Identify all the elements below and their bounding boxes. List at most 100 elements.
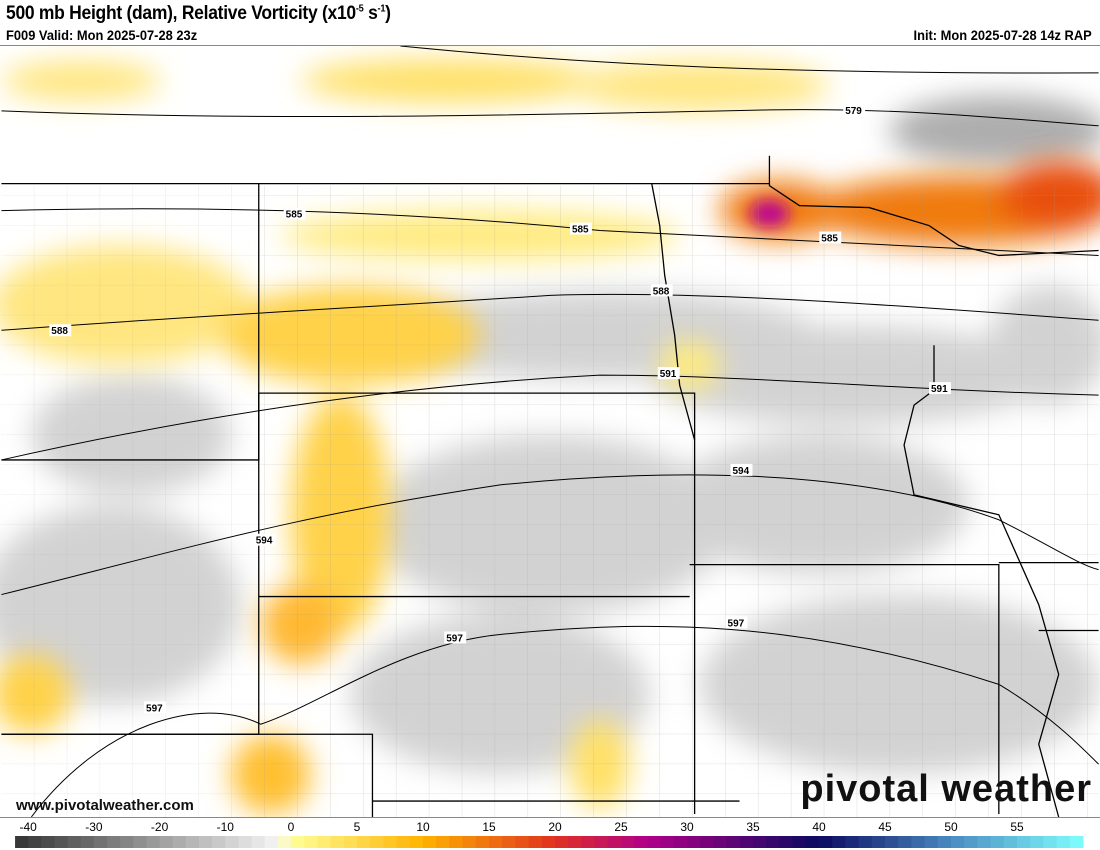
- colorbar-cell: [726, 836, 741, 848]
- contour-label-591: 591: [931, 384, 948, 395]
- colorbar-tick-label: 55: [1010, 820, 1024, 834]
- colorbar-cell: [423, 836, 437, 848]
- contour-label-579: 579: [845, 106, 862, 117]
- contour-label-594: 594: [256, 536, 273, 547]
- county-grid-west: [1, 185, 261, 817]
- colorbar-cell: [475, 836, 490, 848]
- colorbar-cell: [621, 836, 635, 848]
- colorbar-cell: [159, 836, 174, 848]
- colorbar-cell: [924, 836, 939, 848]
- colorbar-tick-label: 10: [416, 820, 430, 834]
- colorbar-cell: [225, 836, 239, 848]
- colorbar-cells: [15, 836, 1084, 848]
- contour-label-591: 591: [660, 369, 677, 380]
- contour-label-597: 597: [446, 633, 463, 644]
- colorbar-cell: [238, 836, 253, 848]
- colorbar-cell: [898, 836, 912, 848]
- colorbar-cell: [436, 836, 450, 848]
- title-exponent: -5: [355, 3, 364, 15]
- colorbar-cell: [739, 836, 754, 848]
- weather-map: 579 585 585 585 588 588 591 591 594 594 …: [0, 45, 1100, 818]
- colorbar-cell: [264, 836, 279, 848]
- colorbar-cell: [1003, 836, 1018, 848]
- title-close: ): [385, 3, 391, 24]
- colorbar-cell: [858, 836, 873, 848]
- county-grid: [260, 185, 1099, 817]
- contour-label-594: 594: [733, 466, 750, 477]
- colorbar-cell: [172, 836, 187, 848]
- height-contours: [1, 46, 1099, 817]
- colorbar-cell: [343, 836, 358, 848]
- colorbar-cell: [1069, 836, 1084, 848]
- colorbar-cell: [687, 836, 701, 848]
- colorbar-tick-label: -10: [217, 820, 235, 834]
- colorbar-cell: [396, 836, 411, 848]
- init-time: Init: Mon 2025-07-28 14z RAP: [913, 27, 1092, 43]
- colorbar-cell: [634, 836, 648, 848]
- colorbar-cell: [277, 836, 292, 848]
- colorbar-tick-label: 15: [482, 820, 496, 834]
- colorbar-cell: [1056, 836, 1071, 848]
- colorbar-cell: [489, 836, 503, 848]
- colorbar-tick-label: 20: [548, 820, 562, 834]
- colorbar-cell: [317, 836, 332, 848]
- colorbar-cell: [568, 836, 582, 848]
- colorbar-cell: [541, 836, 556, 848]
- colorbar-cell: [185, 836, 200, 848]
- colorbar-cell: [766, 836, 780, 848]
- colorbar-cell: [871, 836, 886, 848]
- colorbar-cell: [409, 836, 424, 848]
- colorbar-cell: [792, 836, 807, 848]
- colorbar-cell: [383, 836, 398, 848]
- contour-label-585: 585: [821, 233, 838, 244]
- colorbar-cell: [291, 836, 305, 848]
- colorbar-cell: [462, 836, 477, 848]
- colorbar-tick-label: 5: [354, 820, 361, 834]
- colorbar-cell: [885, 836, 899, 848]
- colorbar-cell: [370, 836, 384, 848]
- colorbar-cell: [67, 836, 82, 848]
- website-watermark: www.pivotalweather.com: [16, 797, 194, 814]
- colorbar-cell: [251, 836, 266, 848]
- colorbar-cell: [977, 836, 992, 848]
- colorbar-cell: [1017, 836, 1031, 848]
- colorbar-tick-label: 0: [288, 820, 295, 834]
- colorbar-cell: [647, 836, 662, 848]
- colorbar-cell: [28, 836, 42, 848]
- colorbar-cell: [594, 836, 609, 848]
- colorbar-cell: [990, 836, 1005, 848]
- colorbar-cell: [555, 836, 569, 848]
- contour-label-597: 597: [146, 703, 163, 714]
- colorbar-cell: [581, 836, 596, 848]
- state-borders: [1, 155, 1099, 817]
- contour-label-585: 585: [286, 210, 303, 221]
- colorbar-cell: [199, 836, 213, 848]
- colorbar-cell: [819, 836, 833, 848]
- colorbar-cell: [120, 836, 134, 848]
- colorbar-cell: [713, 836, 728, 848]
- valid-time: F009 Valid: Mon 2025-07-28 23z: [6, 27, 198, 43]
- colorbar-cell: [937, 836, 952, 848]
- colorbar-cell: [779, 836, 794, 848]
- colorbar-tick-label: -20: [151, 820, 169, 834]
- colorbar-tick-label: 25: [614, 820, 628, 834]
- colorbar-cell: [951, 836, 965, 848]
- colorbar-cell: [80, 836, 95, 848]
- colorbar-cell: [673, 836, 688, 848]
- colorbar-cell: [41, 836, 55, 848]
- contour-label-585: 585: [572, 225, 589, 236]
- colorbar-tick-label: 45: [878, 820, 892, 834]
- colorbar-cell: [212, 836, 226, 848]
- colorbar-cell: [805, 836, 820, 848]
- colorbar-cell: [330, 836, 345, 848]
- colorbar-cell: [911, 836, 926, 848]
- colorbar-cell: [107, 836, 121, 848]
- title-exponent-2: -1: [377, 3, 386, 15]
- colorbar-cell: [1030, 836, 1044, 848]
- colorbar-cell: [146, 836, 161, 848]
- colorbar-cell: [15, 836, 29, 848]
- colorbar-tick-label: 40: [812, 820, 826, 834]
- colorbar-tick-label: -40: [20, 820, 38, 834]
- colorbar: -40 -30 -20 -10 0 5 10 15 20 25 30 35 40 45 50 55: [15, 820, 1084, 848]
- colorbar-cell: [357, 836, 371, 848]
